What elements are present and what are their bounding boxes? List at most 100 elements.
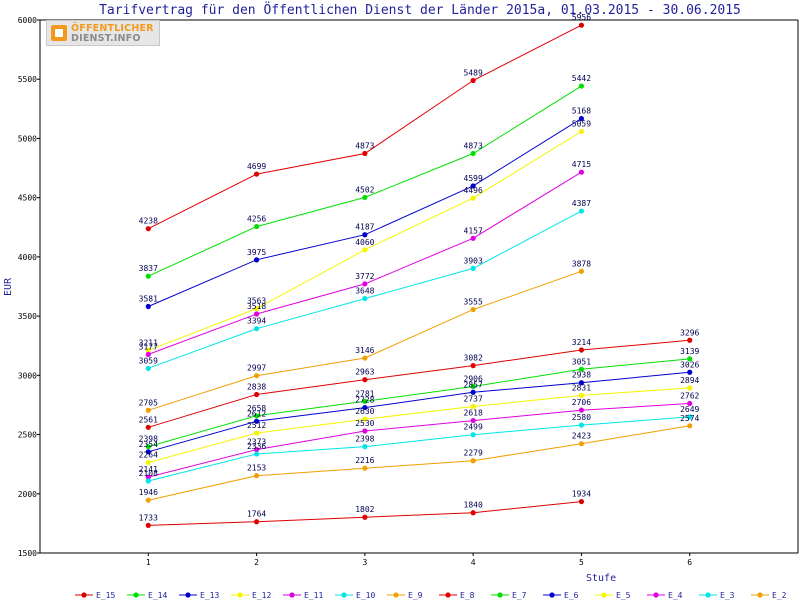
data-point-E_12: [470, 195, 476, 201]
x-tick-label: 1: [146, 558, 151, 567]
data-point-E_7: [578, 366, 585, 372]
data-point-E_4: [145, 474, 151, 480]
data-point-E_11: [145, 351, 151, 357]
legend-label: E_11: [304, 591, 323, 600]
legend-label: E_15: [96, 591, 115, 600]
data-label-E_5: 2737: [464, 394, 483, 403]
data-label-E_4: 2762: [680, 392, 699, 401]
x-tick-label: 3: [362, 558, 367, 567]
data-label-E_2: 2153: [247, 464, 266, 473]
data-point-E_5: [253, 430, 260, 436]
data-point-E_6: [470, 389, 476, 395]
data-label-E_14: 5442: [572, 74, 591, 83]
data-point-E_4: [578, 407, 585, 413]
y-tick-label: 4000: [18, 253, 37, 262]
data-label-E_7: 2398: [139, 435, 158, 444]
data-point-E_2: [145, 497, 151, 503]
data-point-E_8: [687, 337, 693, 343]
data-label-E_14: 3837: [139, 264, 158, 273]
data-point-E_9: [362, 355, 368, 361]
data-point-E_15: [145, 226, 151, 232]
data-label-E_10: 3903: [464, 256, 483, 265]
data-point-E_14: [470, 150, 476, 157]
y-tick-label: 6000: [18, 16, 37, 25]
data-point-E_3: [470, 432, 476, 438]
data-point-E_1: [253, 519, 260, 525]
legend-swatch-marker: [705, 592, 711, 598]
data-point-E_9: [253, 373, 260, 379]
series-E_15: [145, 22, 585, 232]
data-label-E_8: 3296: [680, 328, 699, 337]
data-label-E_6: 2354: [139, 440, 158, 449]
legend-label: E_13: [200, 591, 219, 600]
data-point-E_7: [253, 413, 260, 419]
series-E_2: [145, 423, 693, 503]
data-label-E_3: 2499: [464, 423, 483, 432]
data-point-E_12: [145, 347, 151, 353]
chart-title: Tarifvertrag für den Öffentlichen Dienst…: [99, 1, 741, 18]
data-label-E_8: 2963: [355, 368, 374, 377]
data-label-E_5: 2630: [355, 407, 374, 416]
data-label-E_10: 4387: [572, 199, 591, 208]
data-point-E_4: [687, 400, 693, 407]
legend-swatch-marker: [185, 592, 191, 598]
data-label-E_6: 2938: [572, 371, 591, 380]
legend-item-E_4: E_4: [647, 591, 683, 600]
data-label-E_3: 2649: [680, 405, 699, 414]
data-point-E_2: [253, 473, 260, 479]
data-point-E_10: [362, 295, 368, 302]
axes: 1500 2000 2500 3000 3500 4000 4500 5000 5500 6000…: [18, 16, 799, 567]
data-point-E_10: [145, 365, 151, 371]
data-point-E_15: [362, 150, 368, 157]
data-label-E_4: 2373: [247, 438, 266, 447]
legend-item-E_2: E_2: [751, 591, 787, 600]
data-label-E_8: 3214: [572, 338, 591, 347]
data-point-E_13: [362, 232, 368, 238]
data-label-E_13: 3975: [247, 248, 266, 257]
legend-swatch-marker: [601, 592, 607, 598]
data-point-E_12: [578, 128, 585, 135]
y-tick-label: 2500: [18, 431, 37, 440]
legend-swatch-marker: [653, 592, 659, 598]
y-tick-label: 2000: [18, 490, 37, 499]
y-tick-label: 3500: [18, 312, 37, 321]
legend-label: E_9: [408, 591, 423, 600]
data-point-E_14: [578, 83, 585, 89]
data-label-E_15: 5489: [464, 69, 483, 78]
data-label-E_5: 2831: [572, 383, 591, 392]
data-label-E_12: 3211: [139, 338, 158, 347]
legend-label: E_7: [512, 591, 527, 600]
data-label-E_3: 2108: [139, 469, 158, 478]
data-label-E_1: 1802: [355, 505, 374, 514]
data-label-E_13: 3581: [139, 295, 158, 304]
data-label-E_4: 2618: [464, 409, 483, 418]
data-point-E_13: [145, 303, 151, 310]
data-point-E_6: [362, 404, 368, 411]
x-tick-label: 5: [579, 558, 584, 567]
data-point-E_2: [578, 441, 585, 447]
legend-item-E_8: E_8: [439, 591, 475, 600]
data-point-E_15: [578, 22, 585, 28]
legend-swatch-marker: [289, 592, 295, 598]
data-point-E_13: [578, 115, 585, 122]
data-label-E_7: 2781: [355, 389, 374, 398]
series-E_3: [145, 414, 693, 484]
series-E_7: [145, 356, 693, 450]
legend-label: E_10: [356, 591, 375, 600]
data-label-E_13: 4187: [355, 223, 374, 232]
data-label-E_9: 2997: [247, 364, 266, 373]
logo: ÖFFENTLICHER DIENST.INFO: [46, 20, 160, 46]
data-label-E_14: 4873: [464, 141, 483, 150]
data-label-E_12: 3563: [247, 297, 266, 306]
data-label-E_6: 2728: [355, 396, 374, 405]
data-point-E_3: [253, 451, 260, 457]
data-point-E_1: [145, 522, 151, 529]
data-point-E_10: [578, 208, 585, 214]
data-point-E_13: [470, 183, 476, 189]
data-point-E_14: [362, 194, 368, 201]
data-label-E_12: 4060: [355, 238, 374, 247]
data-label-E_11: 3518: [247, 302, 266, 311]
data-label-E_13: 5168: [572, 107, 591, 116]
series-line-E_2: [148, 425, 690, 501]
data-label-E_4: 2530: [355, 419, 374, 428]
